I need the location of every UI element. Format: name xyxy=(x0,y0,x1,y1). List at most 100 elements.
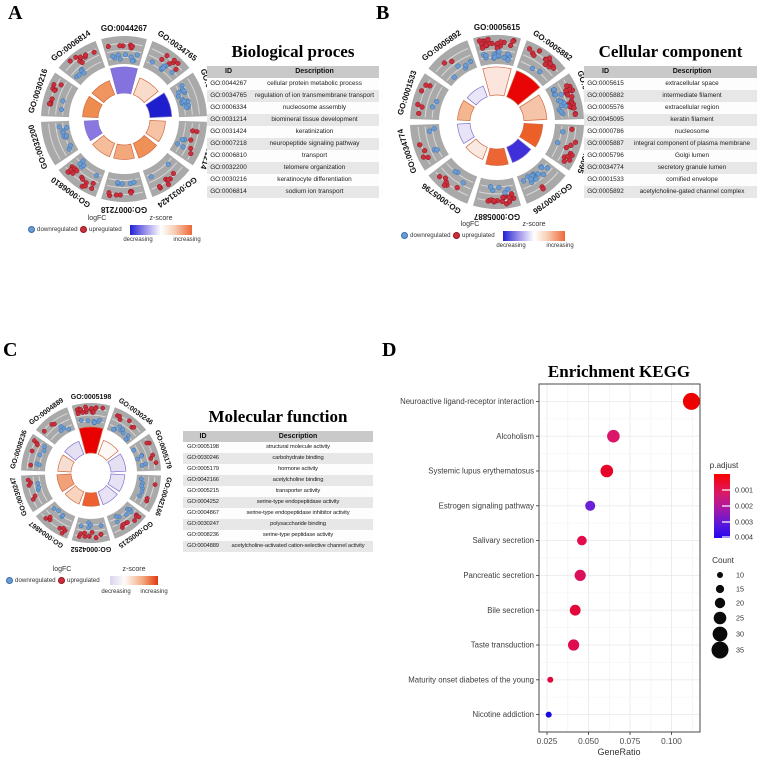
sector-logfc-dots xyxy=(436,168,466,191)
table-cell: GO:0005796 xyxy=(584,150,627,162)
go-sector-GO:0005198: GO:0005198 xyxy=(71,394,111,455)
x-axis-title: GeneRatio xyxy=(597,747,640,757)
sector-logfc-dots xyxy=(417,125,440,161)
table-row: GO:0004889 acetylcholine-activated cation… xyxy=(183,541,373,552)
go-id-label: GO:0044267 xyxy=(101,24,148,33)
panel-a-circle-plot: GO:0044267GO:0034765GO:0006334GO:0031214… xyxy=(26,24,221,214)
sector-logfc-dots xyxy=(175,83,192,110)
kegg-dot xyxy=(577,535,587,546)
zscore-wedge xyxy=(132,134,158,159)
count-size-dot xyxy=(712,626,728,642)
table-cell: transport xyxy=(250,150,379,162)
guide-arc xyxy=(109,505,132,522)
table-row: GO:0005887 integral component of plasma m… xyxy=(584,138,757,150)
zscore-wedge xyxy=(145,119,166,143)
sector-logfc-dots xyxy=(526,46,557,75)
table-cell: polysaccharide binding xyxy=(223,519,373,530)
zscore-wedge xyxy=(64,440,85,461)
go-sector-GO:0005179: GO:0005179 xyxy=(107,429,172,473)
guide-arc xyxy=(523,167,553,190)
table-row: GO:0005198 structural molecule activity xyxy=(183,442,373,453)
table-cell: extracellular region xyxy=(627,102,757,114)
table-row: GO:0044267 cellular protein metabolic pro… xyxy=(207,78,379,90)
go-sector-GO:0032200: GO:0032200 xyxy=(26,119,103,170)
kegg-dot xyxy=(574,569,586,581)
table-cell: GO:0006334 xyxy=(207,102,250,114)
kegg-dot xyxy=(568,639,580,651)
guide-arc xyxy=(55,123,67,157)
table-cell: GO:0044267 xyxy=(207,78,250,90)
table-row: GO:0045095 keratin filament xyxy=(584,114,757,126)
table-cell: GO:0005882 xyxy=(584,90,627,102)
table-cell: acetylcholine binding xyxy=(223,475,373,486)
y-axis-label: Taste transduction xyxy=(471,641,534,650)
table-cell: GO:0008236 xyxy=(183,530,223,541)
table-cell: GO:0005887 xyxy=(584,138,627,150)
sector-logfc-dots xyxy=(28,438,48,468)
go-sector-GO:0044267: GO:0044267 xyxy=(101,24,148,95)
x-tick-label: 0.050 xyxy=(578,736,599,746)
guide-arc xyxy=(112,418,137,437)
guide-arc xyxy=(148,162,178,184)
table-cell: GO:0034765 xyxy=(207,90,250,102)
zscore-wedge xyxy=(78,426,104,455)
axis-labels: Neuroactive ligand-receptor interaction A… xyxy=(400,362,690,757)
zscore-wedge xyxy=(465,138,488,160)
kegg-dot xyxy=(682,392,700,410)
guide-arc xyxy=(435,171,469,196)
table-cell: hormone activity xyxy=(223,464,373,475)
go-sector-GO:0008236: GO:0008236 xyxy=(10,429,75,473)
go-sector-GO:0030247: GO:0030247 xyxy=(10,473,75,517)
table-cell: GO:0045095 xyxy=(584,114,627,126)
table-row: GO:0005179 hormone activity xyxy=(183,464,373,475)
y-axis-label: Salivary secretion xyxy=(472,536,534,545)
zscore-wedge xyxy=(97,439,119,461)
count-size-dot xyxy=(715,584,725,594)
table-cell: GO:0031214 xyxy=(207,114,250,126)
sector-logfc-dots xyxy=(520,164,550,192)
sector-logfc-dots xyxy=(46,82,66,113)
table-row: GO:0007218 neuropeptide signaling pathway xyxy=(207,138,379,150)
column-header: ID xyxy=(584,66,627,78)
count-size-label: 10 xyxy=(736,571,744,580)
guide-arc xyxy=(45,509,70,528)
guide-arc xyxy=(424,83,437,118)
table-cell: extracellular space xyxy=(627,78,757,90)
kegg-dot xyxy=(607,429,620,443)
table-cell: GO:0030247 xyxy=(183,519,223,530)
table-cell: integral component of plasma membrane xyxy=(627,138,757,150)
guide-arc xyxy=(139,476,150,505)
guide-arc xyxy=(557,83,570,118)
count-size-label: 35 xyxy=(736,646,744,655)
table-cell: structural molecule activity xyxy=(223,442,373,453)
zscore-wedge xyxy=(81,491,101,507)
zscore-wedge xyxy=(457,123,475,145)
zscore-wedge xyxy=(82,95,103,119)
table-cell: GO:0006814 xyxy=(207,186,250,198)
go-sector-GO:0001533: GO:0001533 xyxy=(396,69,475,121)
kegg-dot xyxy=(569,604,581,616)
zscore-wedge xyxy=(83,119,103,142)
sector-logfc-dots xyxy=(485,184,517,207)
kegg-dot xyxy=(600,464,614,478)
p-adjust-title: p.adjust xyxy=(710,461,739,470)
go-description-table: ID Description GO:0044267 cellular protein … xyxy=(207,66,379,198)
sector-logfc-dots xyxy=(56,124,73,152)
table-cell: GO:0042166 xyxy=(183,475,223,486)
go-sector-GO:0005887: GO:0005887 xyxy=(473,147,521,221)
table-row: GO:0001533 cornified envelope xyxy=(584,174,757,186)
kegg-dot xyxy=(545,711,552,718)
go-sector-GO:0030216: GO:0030216 xyxy=(27,67,103,119)
table-cell: nucleosome xyxy=(627,126,757,138)
go-sector-GO:0004252: GO:0004252 xyxy=(71,491,111,552)
guide-arc xyxy=(38,476,48,502)
table-row: GO:0000786 nucleosome xyxy=(584,126,757,138)
count-size-dot xyxy=(714,597,726,609)
sector-logfc-dots xyxy=(25,477,42,502)
guide-arc xyxy=(151,48,183,72)
x-tick-label: 0.100 xyxy=(661,736,682,746)
panel-b-letter: B xyxy=(376,2,390,24)
table-cell: GO:0006810 xyxy=(207,150,250,162)
table-cell: keratinization xyxy=(250,126,379,138)
guide-arc xyxy=(520,61,548,81)
